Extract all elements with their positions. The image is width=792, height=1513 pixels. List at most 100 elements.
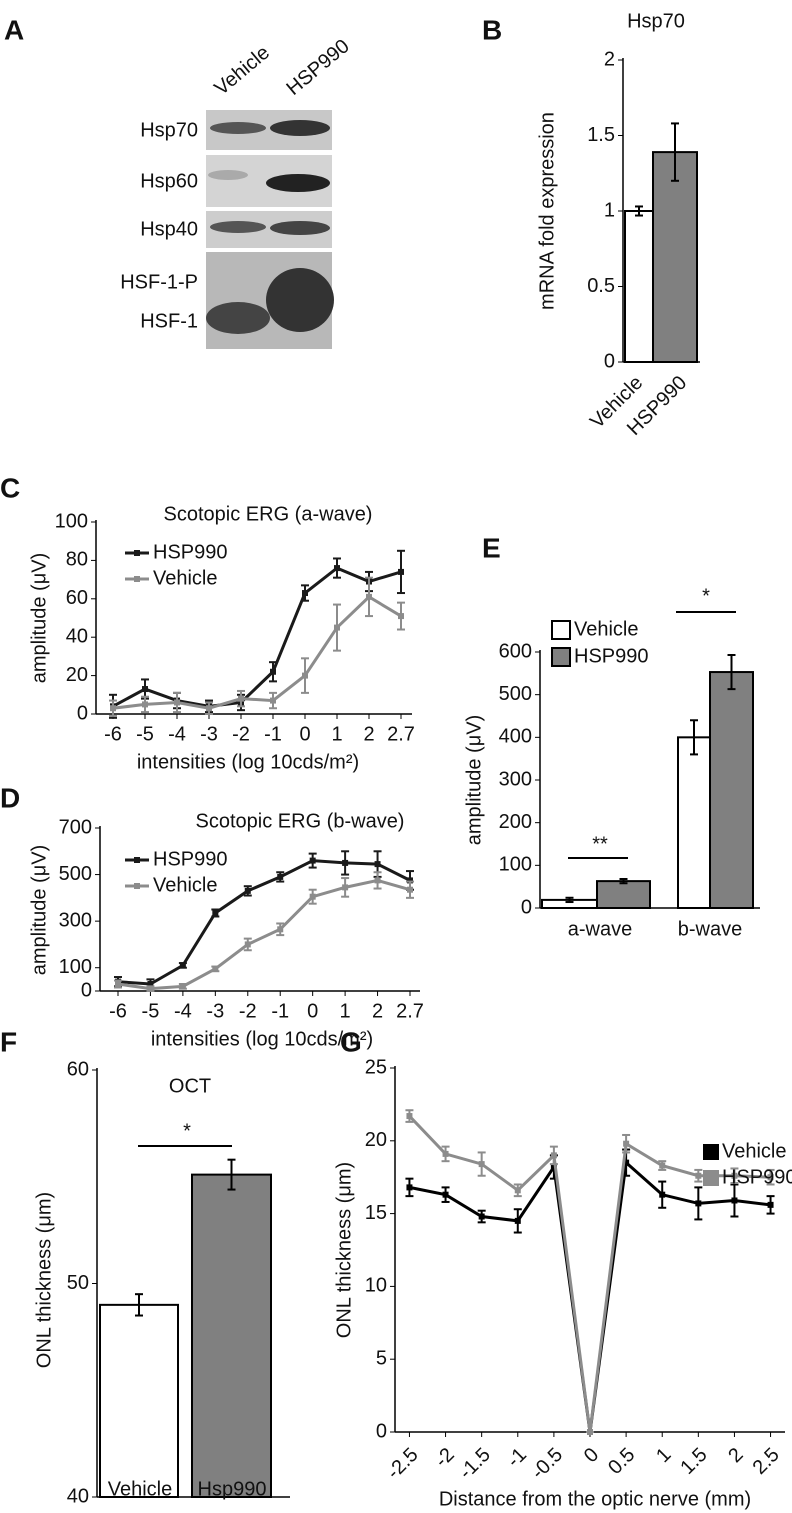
band bbox=[210, 221, 266, 233]
error-bar bbox=[635, 205, 643, 217]
point bbox=[398, 568, 404, 575]
point bbox=[244, 941, 251, 948]
point bbox=[179, 983, 186, 990]
panel-letter: F bbox=[0, 1026, 17, 1057]
bar bbox=[677, 736, 711, 909]
point bbox=[110, 705, 116, 712]
x-tick-label: -1 bbox=[264, 723, 282, 745]
point bbox=[731, 1197, 738, 1204]
y-tick-label: 15 bbox=[365, 1202, 387, 1224]
y-axis-label: amplitude (μV) bbox=[28, 845, 50, 975]
point bbox=[142, 686, 148, 693]
panel-letter: B bbox=[482, 14, 502, 45]
x-tick-label: -4 bbox=[168, 723, 186, 745]
x-tick-label: 2.7 bbox=[387, 723, 415, 745]
x-tick-label: -1.5 bbox=[455, 1444, 495, 1484]
y-tick-label: 2 bbox=[604, 48, 615, 70]
point bbox=[238, 695, 244, 702]
legend-label: HSP990 bbox=[153, 848, 228, 870]
row-label: Hsp40 bbox=[140, 218, 198, 240]
y-tick-label: 0 bbox=[521, 896, 532, 918]
point bbox=[398, 613, 404, 620]
y-tick-label: 700 bbox=[59, 816, 92, 838]
point bbox=[731, 1172, 738, 1179]
point bbox=[174, 699, 180, 706]
series-line bbox=[409, 1159, 771, 1433]
x-tick-label: 2.7 bbox=[396, 1000, 424, 1022]
series-line bbox=[408, 1115, 771, 1433]
point bbox=[212, 965, 219, 972]
point bbox=[342, 859, 349, 866]
point bbox=[334, 624, 340, 631]
y-tick-label: 300 bbox=[499, 768, 532, 790]
point bbox=[374, 877, 381, 884]
point bbox=[442, 1191, 449, 1198]
x-axis-label: Distance from the optic nerve (mm) bbox=[439, 1488, 751, 1510]
panel-letter: D bbox=[0, 782, 20, 813]
x-tick-label: 2 bbox=[724, 1444, 747, 1467]
bar bbox=[191, 1173, 272, 1498]
legend-label: Vehicle bbox=[153, 874, 218, 896]
series-line bbox=[117, 859, 411, 986]
y-tick-label: 5 bbox=[376, 1347, 387, 1369]
point bbox=[587, 1429, 593, 1435]
band bbox=[210, 122, 266, 134]
x-tick-label: 1 bbox=[652, 1444, 675, 1467]
y-tick-label: 0 bbox=[376, 1420, 387, 1442]
y-tick-label: 1.5 bbox=[587, 124, 615, 146]
y-tick-label: 400 bbox=[499, 726, 532, 748]
point bbox=[407, 877, 413, 884]
error-bar bbox=[135, 1293, 143, 1317]
y-tick-label: 100 bbox=[499, 854, 532, 876]
y-tick-label: 100 bbox=[59, 956, 92, 978]
x-tick-label: Vehicle bbox=[108, 1478, 173, 1500]
point bbox=[407, 886, 413, 893]
x-tick-label: -6 bbox=[109, 1000, 127, 1022]
y-axis-label: amplitude (μV) bbox=[463, 715, 485, 845]
point bbox=[695, 1200, 702, 1207]
x-tick-label: 2 bbox=[363, 723, 374, 745]
annotation: ** bbox=[592, 833, 608, 855]
y-tick-label: 600 bbox=[499, 640, 532, 662]
legend-label: Vehicle bbox=[153, 567, 218, 589]
western-blot: A Vehicle HSP990 Hsp70 Hsp60 Hsp40 HSF-1… bbox=[4, 14, 354, 349]
x-tick-label: 2.5 bbox=[749, 1444, 784, 1479]
y-tick-label: 25 bbox=[365, 1056, 387, 1078]
point bbox=[302, 672, 308, 679]
x-tick-label: 0 bbox=[580, 1444, 603, 1467]
legend-marker bbox=[134, 857, 140, 863]
band bbox=[266, 268, 334, 332]
point bbox=[147, 985, 154, 992]
y-axis-label: ONL thickness (μm) bbox=[333, 1162, 355, 1338]
point bbox=[212, 909, 219, 916]
y-tick-label: 200 bbox=[499, 811, 532, 833]
point bbox=[550, 1164, 557, 1171]
lane-label: HSP990 bbox=[282, 35, 353, 100]
point bbox=[342, 884, 349, 891]
band bbox=[266, 174, 330, 192]
point bbox=[514, 1187, 521, 1194]
y-tick-label: 50 bbox=[67, 1272, 89, 1294]
point bbox=[623, 1140, 630, 1147]
x-tick-label: -3 bbox=[206, 1000, 224, 1022]
x-tick-label: 0 bbox=[299, 723, 310, 745]
y-tick-label: 0 bbox=[77, 702, 88, 724]
legend-swatch bbox=[703, 1170, 719, 1186]
chart-title: Scotopic ERG (a-wave) bbox=[164, 503, 373, 525]
y-tick-label: 100 bbox=[55, 510, 88, 532]
bar bbox=[624, 210, 654, 363]
point bbox=[659, 1162, 666, 1169]
x-tick-label: 1 bbox=[340, 1000, 351, 1022]
legend-swatch bbox=[703, 1144, 719, 1160]
point bbox=[767, 1174, 774, 1181]
y-tick-label: 60 bbox=[66, 587, 88, 609]
x-tick-label: 0 bbox=[307, 1000, 318, 1022]
x-tick-label: -6 bbox=[104, 723, 122, 745]
legend-swatch bbox=[551, 620, 571, 640]
point bbox=[115, 981, 121, 988]
panel-letter: G bbox=[340, 1026, 362, 1057]
chart-title: OCT bbox=[169, 1075, 211, 1097]
point bbox=[550, 1152, 557, 1159]
point bbox=[695, 1172, 702, 1179]
x-tick-label: -2 bbox=[239, 1000, 257, 1022]
